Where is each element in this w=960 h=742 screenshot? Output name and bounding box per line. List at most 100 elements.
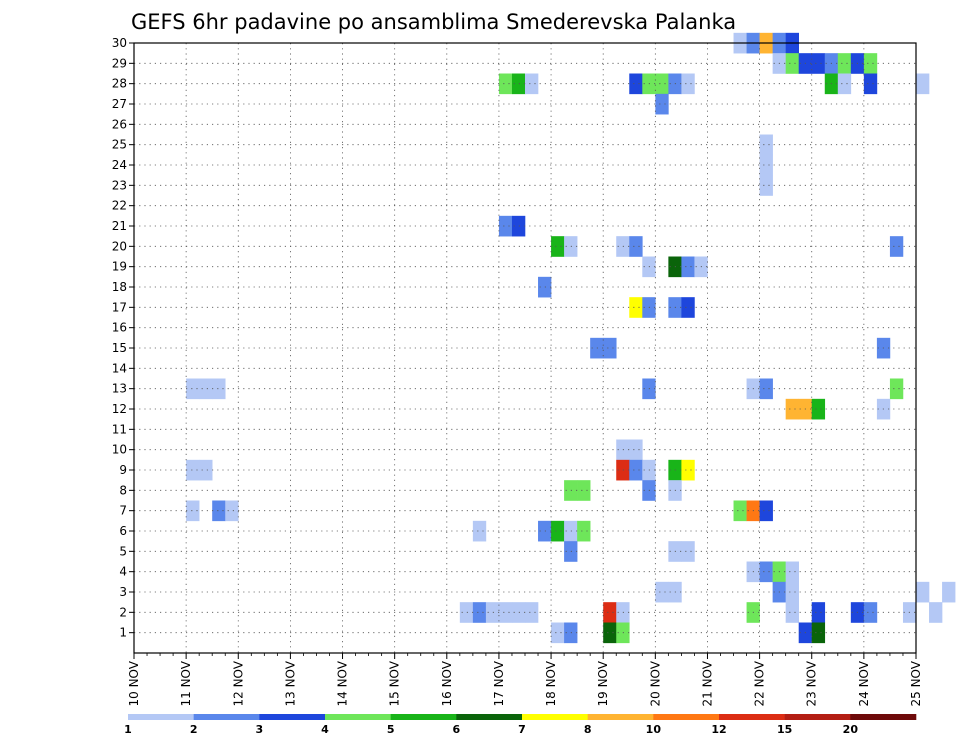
x-tick-label: 12 NOV (231, 660, 245, 706)
precip-cell (863, 73, 878, 95)
precip-cell (785, 581, 799, 603)
precip-cell (186, 500, 200, 522)
precip-cell (785, 398, 799, 420)
legend-swatch (456, 714, 523, 720)
x-tick-label: 15 NOV (388, 660, 402, 706)
precip-cell (681, 256, 695, 278)
precip-cell (759, 561, 773, 583)
precipitation-cells (186, 32, 956, 644)
precip-cell (225, 500, 239, 522)
precip-cell (629, 439, 643, 461)
precip-cell (498, 602, 513, 623)
precip-cell (629, 73, 643, 95)
y-tick-label: 23 (112, 178, 127, 192)
precip-cell (551, 622, 565, 644)
x-tick-label: 21 NOV (700, 660, 714, 706)
precip-cell (212, 500, 226, 522)
legend-swatch (587, 714, 654, 720)
y-tick-label: 5 (119, 544, 127, 558)
precip-cell (759, 175, 773, 196)
precip-cell (785, 53, 799, 74)
precip-cell (681, 73, 695, 95)
y-tick-label: 24 (112, 158, 127, 172)
precip-cell (459, 602, 474, 623)
precip-cell (186, 459, 200, 481)
y-tick-label: 26 (112, 117, 127, 131)
precip-cell (511, 73, 526, 95)
precip-cell (681, 297, 695, 318)
precip-cell (485, 602, 500, 623)
legend-swatch (719, 714, 785, 720)
y-tick-label: 13 (112, 382, 127, 396)
y-tick-label: 22 (112, 199, 127, 213)
legend-swatch (522, 714, 588, 720)
precip-cell (811, 602, 826, 623)
precip-cell (525, 73, 539, 95)
y-tick-label: 11 (112, 422, 127, 436)
legend-swatch (784, 714, 851, 720)
legend-label: 8 (584, 723, 592, 736)
x-tick-label: 13 NOV (283, 660, 297, 706)
y-tick-label: 4 (119, 565, 127, 579)
precip-cell (889, 236, 904, 257)
precip-cell (577, 520, 591, 542)
precip-cell (551, 520, 565, 542)
precip-cell (759, 154, 773, 176)
legend-swatch (193, 714, 260, 720)
precip-cell (564, 480, 578, 501)
legend-label: 15 (777, 723, 792, 736)
legend-label: 1 (124, 723, 132, 736)
y-tick-label: 10 (112, 443, 127, 457)
precip-cell (525, 602, 539, 623)
precip-cell (942, 581, 956, 603)
y-tick-label: 29 (112, 56, 127, 70)
precip-cell (837, 53, 852, 74)
precip-cell (564, 622, 578, 644)
x-tick-label: 10 NOV (127, 660, 141, 706)
legend-swatch (850, 714, 917, 720)
legend-label: 20 (843, 723, 859, 736)
x-tick-label: 18 NOV (544, 660, 558, 706)
precip-cell (655, 73, 669, 95)
precip-cell (785, 602, 799, 623)
x-tick-label: 20 NOV (648, 660, 662, 706)
precip-cell (916, 73, 930, 95)
precip-cell (199, 459, 213, 481)
precip-cell (186, 378, 200, 400)
precip-cell (472, 602, 487, 623)
precip-cell (655, 93, 669, 115)
precip-cell (472, 520, 487, 542)
precip-cell (811, 53, 826, 74)
precip-cell (811, 622, 826, 644)
precip-cell (759, 134, 773, 156)
legend-swatch (128, 714, 194, 720)
y-tick-label: 16 (112, 321, 127, 335)
legend-label: 5 (387, 723, 395, 736)
precip-cell (564, 236, 578, 257)
legend-label: 4 (321, 723, 329, 736)
grid-lines (134, 42, 916, 653)
precip-cell (681, 459, 695, 481)
precip-cell (511, 215, 526, 237)
precip-cell (629, 297, 643, 318)
chart-title: GEFS 6hr padavine po ansamblima Smederev… (131, 10, 736, 34)
legend-swatch (325, 714, 391, 720)
precip-cell (929, 602, 943, 623)
y-tick-label: 14 (112, 361, 127, 375)
precip-cell (785, 561, 799, 583)
x-tick-label: 16 NOV (440, 660, 454, 706)
x-tick-label: 22 NOV (753, 660, 767, 706)
precip-cell (863, 53, 878, 74)
y-tick-label: 17 (112, 300, 127, 314)
precip-cell (837, 73, 852, 95)
y-tick-label: 18 (112, 280, 127, 294)
precip-cell (551, 236, 565, 257)
legend-label: 6 (453, 723, 461, 736)
precip-cell (759, 500, 773, 522)
precip-cell (811, 398, 826, 420)
precip-cell (212, 378, 226, 400)
legend-label: 10 (646, 723, 662, 736)
y-tick-label: 20 (112, 239, 127, 253)
y-tick-label: 9 (119, 463, 127, 477)
y-tick-label: 25 (112, 138, 127, 152)
